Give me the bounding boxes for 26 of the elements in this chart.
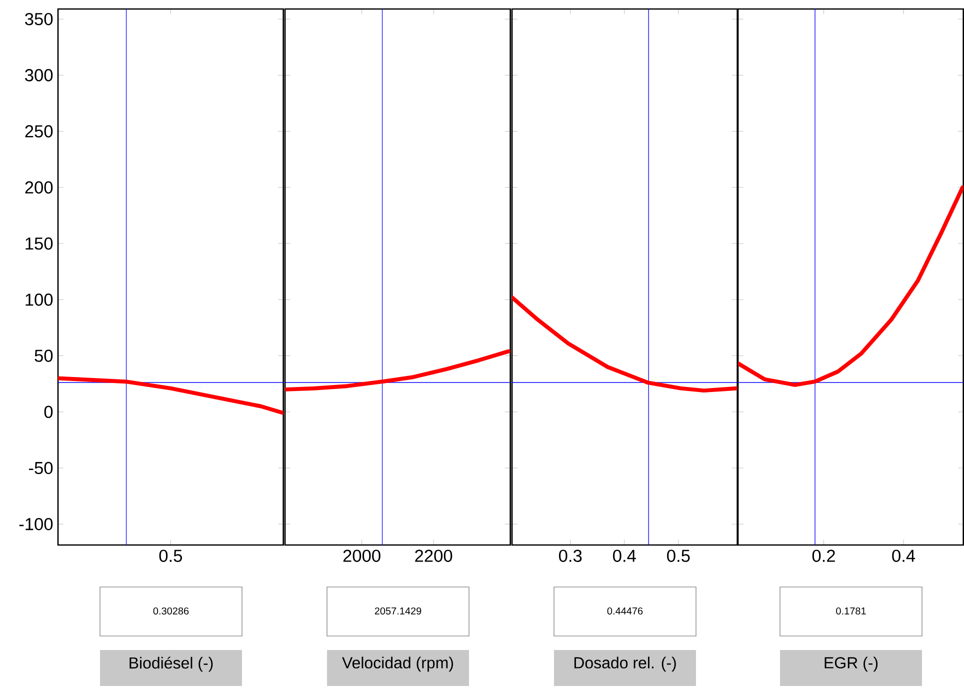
x-tick-label: 0.4 (892, 550, 916, 562)
y-tick-label: 0 (44, 406, 53, 418)
x-tick-label: 0.5 (159, 550, 182, 562)
y-tick-label: 100 (26, 294, 53, 306)
x-axis-title: Velocidad (rpm) (342, 656, 453, 672)
y-tick-label: 150 (26, 237, 53, 250)
y-tick-label: 350 (25, 12, 53, 26)
text: 2057.1429 (374, 607, 422, 615)
x-tick-label: 2000 (343, 550, 380, 562)
y-tick-label: -100 (19, 518, 53, 530)
y-tick-label: -50 (29, 462, 53, 474)
text: 0.1781 (836, 607, 866, 615)
text: 0.30286 (153, 607, 189, 615)
y-tick-label: 50 (34, 350, 53, 362)
y-tick-label: 300 (25, 69, 53, 82)
y-tick-label: 200 (25, 181, 53, 194)
x-tick-label: 0.4 (613, 550, 636, 562)
text: 0.44476 (607, 607, 643, 615)
x-axis-title: Dosado rel. (-) (574, 656, 676, 672)
x-axis-title: EGR (-) (824, 656, 878, 672)
y-tick-label: 250 (25, 125, 53, 138)
x-tick-label: 0.2 (812, 550, 835, 562)
x-tick-label: 0.5 (667, 550, 690, 562)
x-tick-label: 0.3 (558, 550, 582, 562)
x-tick-label: 2200 (415, 550, 452, 562)
x-axis-title: Biodiésel (-) (130, 656, 213, 672)
